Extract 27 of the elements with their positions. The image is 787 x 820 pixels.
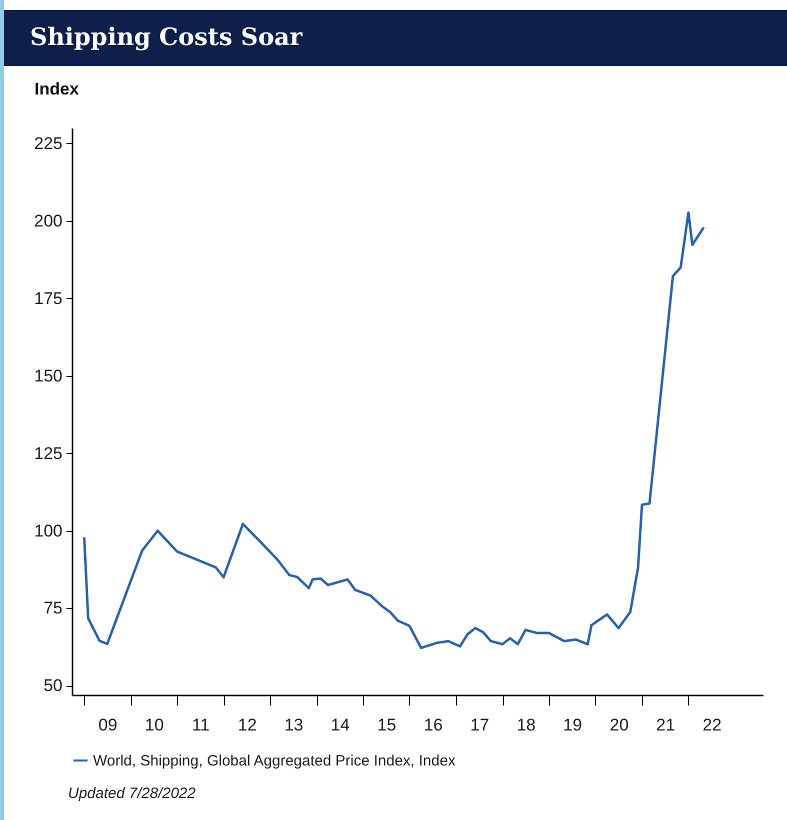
y-tick-label: 100 xyxy=(34,521,62,540)
x-tick-label: 18 xyxy=(516,716,536,734)
x-tick-label: 09 xyxy=(98,716,118,734)
y-axis-title: Index xyxy=(34,80,80,98)
y-tick-label: 125 xyxy=(34,444,62,463)
legend-label: World, Shipping, Global Aggregated Price Index, Index xyxy=(93,752,456,770)
y-tick-label: 150 xyxy=(34,366,62,386)
x-tick-label: 14 xyxy=(330,716,350,734)
x-tick-label: 22 xyxy=(702,716,722,734)
x-tick-label: 20 xyxy=(610,716,629,734)
text: Updated 7/28/2022 xyxy=(68,785,196,802)
x-tick-label: 11 xyxy=(192,716,210,734)
x-tick-label: 15 xyxy=(377,716,396,734)
x-tick-label: 12 xyxy=(238,716,257,734)
y-tick-label: 50 xyxy=(44,676,62,696)
y-tick-label: 200 xyxy=(34,211,62,230)
y-tick-label: 175 xyxy=(34,288,62,308)
x-tick-label: 19 xyxy=(563,716,582,734)
y-tick-label: 75 xyxy=(44,598,62,618)
x-tick-label: 13 xyxy=(284,716,304,734)
x-tick-label: 16 xyxy=(424,716,443,734)
y-tick-label: 225 xyxy=(34,134,62,153)
x-tick-label: 17 xyxy=(470,716,490,734)
chart-title: Shipping Costs Soar xyxy=(30,22,302,51)
x-tick-label: 10 xyxy=(144,716,164,734)
line-series xyxy=(82,211,705,650)
x-tick-label: 21 xyxy=(656,716,676,734)
